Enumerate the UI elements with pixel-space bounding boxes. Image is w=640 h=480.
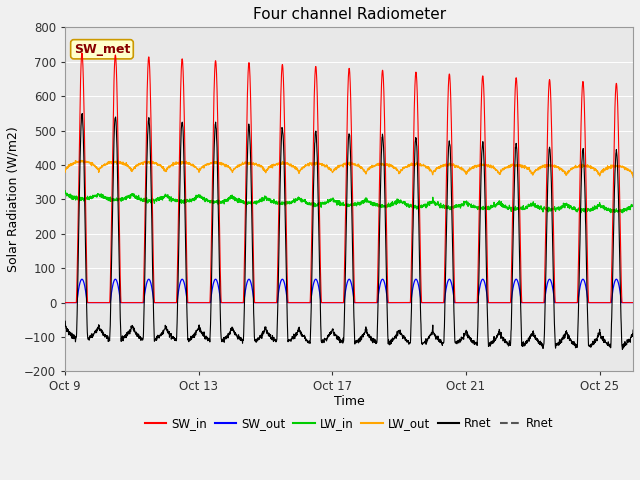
Text: SW_met: SW_met	[74, 43, 130, 56]
Title: Four channel Radiometer: Four channel Radiometer	[253, 7, 445, 22]
Y-axis label: Solar Radiation (W/m2): Solar Radiation (W/m2)	[7, 127, 20, 272]
Legend: SW_in, SW_out, LW_in, LW_out, Rnet, Rnet: SW_in, SW_out, LW_in, LW_out, Rnet, Rnet	[140, 412, 558, 434]
X-axis label: Time: Time	[334, 395, 365, 408]
